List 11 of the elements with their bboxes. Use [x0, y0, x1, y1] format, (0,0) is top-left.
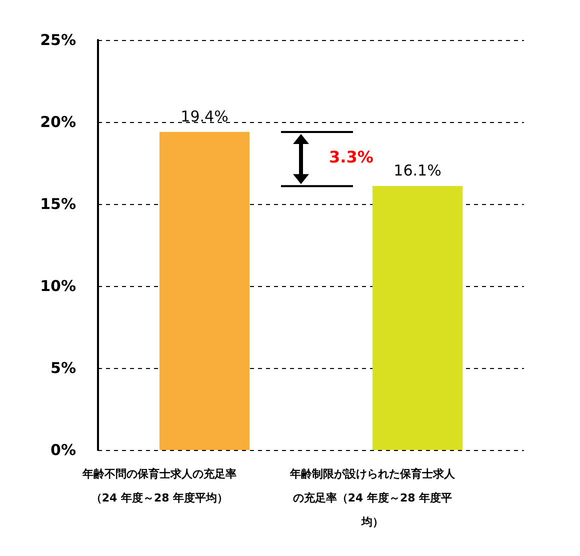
- x-tick-label: 年齢不問の保育士求人の充足率（24 年度～28 年度平均）: [82, 468, 236, 504]
- y-tick-label: 0%: [50, 441, 76, 459]
- y-tick-label: 5%: [50, 359, 76, 377]
- y-tick-label: 20%: [40, 113, 76, 131]
- data-label: 16.1%: [394, 161, 442, 180]
- x-tick-label: 年齢制限が設けられた保育士求人の充足率（24 年度～28 年度平均）: [289, 468, 456, 528]
- y-tick-label: 25%: [40, 31, 76, 49]
- data-label: 19.4%: [180, 107, 228, 126]
- y-tick-label: 15%: [40, 195, 76, 213]
- annotation: 3.3%: [329, 147, 374, 166]
- y-tick-label: 10%: [40, 277, 76, 295]
